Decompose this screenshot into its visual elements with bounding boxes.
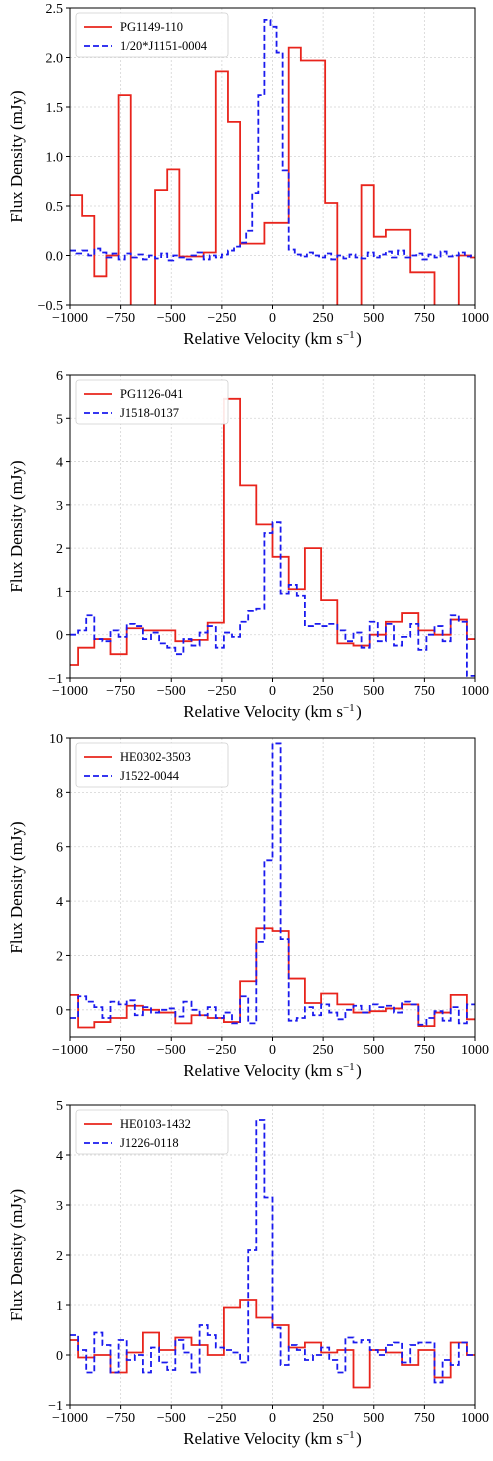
y-tick-label: 3 (56, 1199, 63, 1214)
x-tick-label: −250 (207, 684, 236, 699)
legend: HE0302-3503 J1522-0044 (75, 742, 229, 788)
x-tick-label: 500 (363, 311, 384, 326)
x-tick-label: −750 (106, 1411, 135, 1426)
x-axis-label: Relative Velocity (km s−1 ) (183, 1061, 362, 1080)
x-tick-label: 500 (363, 1411, 384, 1426)
legend: PG1126-041 J1518-0137 (75, 379, 229, 425)
y-tick-label: 5 (56, 1099, 63, 1114)
x-tick-label: −250 (207, 311, 236, 326)
x-tick-label: 500 (363, 684, 384, 699)
legend-label-1: PG1126-041 (120, 387, 183, 401)
y-tick-label: 4 (56, 895, 63, 910)
y-tick-label: 0 (56, 629, 63, 644)
x-tick-label: −750 (106, 1043, 135, 1058)
x-tick-label: 0 (269, 1043, 276, 1058)
legend-label-1: HE0302-3503 (120, 750, 191, 764)
y-tick-label: 4 (56, 1149, 63, 1164)
x-tick-label: −1000 (52, 1043, 88, 1058)
x-tick-label: 750 (414, 684, 435, 699)
legend: HE0103-1432 J1226-0118 (75, 1109, 229, 1155)
y-tick-label: 2 (56, 949, 63, 964)
x-tick-label: −250 (207, 1411, 236, 1426)
x-axis-label: Relative Velocity (km s−1 ) (183, 1429, 362, 1448)
x-axis-label: Relative Velocity (km s−1 ) (183, 329, 362, 348)
legend-label-2: 1/20*J1151-0004 (120, 39, 208, 53)
x-tick-label: 0 (269, 684, 276, 699)
y-tick-label: 6 (56, 369, 63, 384)
x-tick-label: −250 (207, 1043, 236, 1058)
y-axis-label: Flux Density (mJy) (7, 821, 26, 953)
chart-panel-2: −1000 −750 −500 −250 0 250 500 750 1000 −1 0 1 2 3 4 5 6… (7, 369, 489, 721)
x-tick-label: 250 (313, 1043, 334, 1058)
x-tick-label: −500 (157, 311, 186, 326)
x-tick-label: 1000 (461, 1411, 489, 1426)
legend-label-1: HE0103-1432 (120, 1117, 191, 1131)
x-tick-label: 250 (313, 311, 334, 326)
y-tick-label: 2 (56, 542, 63, 557)
series-line-2 (70, 1119, 475, 1384)
y-tick-label: 8 (56, 786, 63, 801)
y-tick-label: 1.5 (46, 101, 64, 116)
x-tick-label: −1000 (52, 311, 88, 326)
y-tick-label: 0.0 (46, 250, 64, 265)
y-axis-label: Flux Density (mJy) (7, 90, 26, 222)
y-tick-label: −0.5 (38, 299, 63, 314)
legend-label-1: PG1149-110 (120, 20, 183, 34)
y-tick-label: 4 (56, 456, 63, 471)
y-axis-label: Flux Density (mJy) (7, 1189, 26, 1321)
x-tick-label: −500 (157, 1411, 186, 1426)
legend: PG1149-110 1/20*J1151-0004 (75, 12, 229, 58)
chart-panel-1: −1000 −750 −500 −250 0 250 500 750 1000 −0.5 0.0 0.… (7, 2, 489, 348)
x-tick-label: −750 (106, 684, 135, 699)
series-line-1 (70, 46, 475, 305)
y-tick-label: 1 (56, 585, 63, 600)
y-tick-label: 3 (56, 499, 63, 514)
y-tick-label: 2 (56, 1249, 63, 1264)
series-line-2 (70, 521, 475, 677)
y-tick-label: 1 (56, 1299, 63, 1314)
y-tick-label: 1.0 (46, 151, 64, 166)
x-tick-label: 250 (313, 1411, 334, 1426)
y-tick-label: 5 (56, 412, 63, 427)
x-tick-label: 750 (414, 1043, 435, 1058)
series-line-1 (70, 1299, 475, 1389)
x-tick-label: 250 (313, 684, 334, 699)
y-tick-label: 6 (56, 841, 63, 856)
x-axis-label: Relative Velocity (km s−1 ) (183, 702, 362, 721)
x-tick-label: 1000 (461, 311, 489, 326)
y-tick-label: 10 (49, 732, 63, 747)
x-tick-label: 750 (414, 311, 435, 326)
x-tick-label: −500 (157, 1043, 186, 1058)
series-line-2 (70, 742, 475, 1026)
x-tick-label: 0 (269, 311, 276, 326)
chart-panel-3: −1000 −750 −500 −250 0 250 500 750 1000 0 2 4 6 8 10 Re… (7, 732, 489, 1080)
x-tick-label: −1000 (52, 1411, 88, 1426)
y-tick-label: 0.5 (46, 200, 64, 215)
legend-label-2: J1518-0137 (120, 406, 179, 420)
legend-label-2: J1226-0118 (120, 1136, 179, 1150)
y-tick-label: −1 (48, 672, 63, 687)
y-tick-label: 0 (56, 1349, 63, 1364)
x-tick-label: −1000 (52, 684, 88, 699)
y-tick-label: 2.5 (46, 2, 64, 17)
x-tick-label: 1000 (461, 1043, 489, 1058)
y-axis-label: Flux Density (mJy) (7, 460, 26, 592)
chart-panel-4: −1000 −750 −500 −250 0 250 500 750 1000 −1 0 1 2 3 4 5 R… (7, 1099, 489, 1448)
x-tick-label: 750 (414, 1411, 435, 1426)
x-tick-label: −750 (106, 311, 135, 326)
x-tick-label: −500 (157, 684, 186, 699)
x-tick-label: 0 (269, 1411, 276, 1426)
x-tick-label: 1000 (461, 684, 489, 699)
series-line-2 (70, 18, 475, 262)
x-tick-label: 500 (363, 1043, 384, 1058)
y-tick-label: 2.0 (46, 52, 64, 67)
legend-label-2: J1522-0044 (120, 769, 180, 783)
series-line-1 (70, 397, 475, 666)
y-tick-label: 0 (56, 1004, 63, 1019)
y-tick-label: −1 (48, 1399, 63, 1414)
